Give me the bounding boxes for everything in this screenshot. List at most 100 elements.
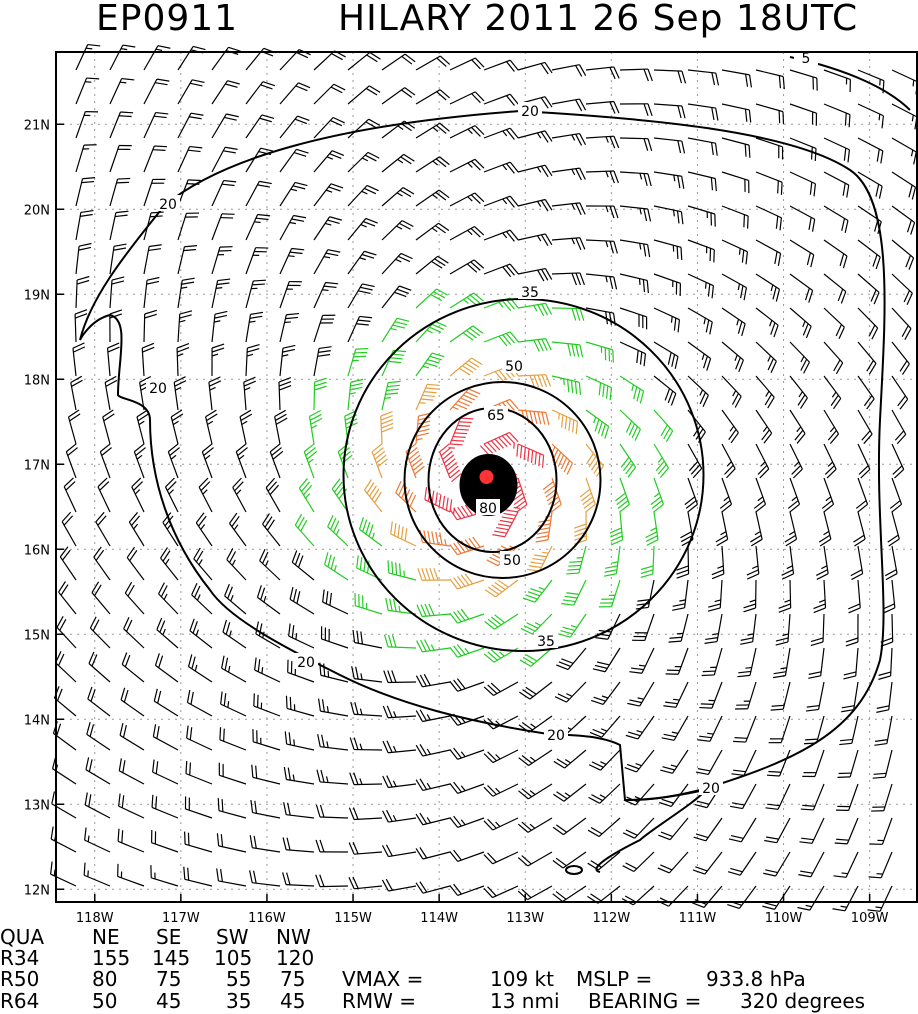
barb-feather — [458, 367, 471, 376]
wind-barb — [653, 69, 687, 84]
barb-staff — [483, 195, 511, 207]
barb-staff — [822, 613, 825, 643]
barb-feather — [353, 772, 359, 785]
barb-half-feather — [571, 168, 576, 176]
barb-feather — [631, 667, 644, 671]
barb-feather — [470, 160, 481, 171]
wind-barb — [415, 709, 451, 723]
barb-half-feather — [638, 278, 641, 285]
barb-half-feather — [396, 225, 403, 230]
barb-feather — [205, 409, 217, 418]
barb-feather — [232, 477, 242, 488]
barb-feather — [566, 462, 573, 475]
barb-feather — [628, 423, 636, 436]
barb-feather — [834, 842, 848, 845]
barb-feather — [806, 704, 820, 708]
wind-barb — [65, 443, 78, 479]
barb-half-feather — [288, 255, 295, 258]
barb-feather — [578, 64, 587, 77]
barb-feather — [381, 422, 394, 429]
barb-staff — [644, 613, 655, 641]
barb-staff — [449, 357, 472, 377]
wind-barb — [653, 103, 686, 119]
barb-feather — [386, 809, 393, 822]
barb-feather — [702, 394, 709, 407]
barb-staff — [457, 885, 485, 897]
barb-half-feather — [745, 666, 752, 669]
barb-feather — [129, 550, 138, 562]
barb-staff — [121, 663, 145, 683]
barb-feather — [187, 867, 190, 881]
barb-feather — [738, 359, 744, 373]
barb-feather — [901, 325, 909, 338]
barb-feather — [225, 83, 238, 88]
wind-barb — [383, 670, 417, 684]
barb-feather — [331, 478, 341, 490]
barb-staff — [599, 783, 621, 804]
barb-feather — [126, 546, 135, 558]
barb-feather — [560, 629, 573, 635]
wind-barb — [119, 722, 145, 751]
barb-feather — [567, 343, 572, 357]
barb-staff — [517, 443, 544, 456]
wind-barb — [184, 831, 213, 853]
barb-feather — [226, 113, 239, 118]
barb-staff — [286, 707, 315, 717]
barb-feather — [707, 283, 711, 297]
wind-barb — [522, 579, 553, 603]
barb-feather — [536, 535, 549, 539]
barb-half-feather — [533, 305, 538, 312]
wind-barb — [308, 409, 323, 445]
barb-feather — [711, 72, 716, 86]
barb-feather — [85, 757, 90, 770]
barb-staff — [551, 64, 580, 71]
barb-feather — [293, 151, 307, 157]
barb-feather — [764, 902, 777, 907]
wind-barb — [585, 375, 613, 401]
wind-barb — [798, 851, 825, 878]
barb-feather — [317, 698, 322, 712]
barb-feather — [516, 443, 519, 457]
barb-staff — [721, 375, 742, 397]
contour-label-bg — [502, 357, 526, 373]
wind-barb — [833, 851, 859, 878]
barb-feather — [319, 804, 325, 818]
barb-feather — [350, 382, 363, 387]
wind-barb — [517, 233, 553, 246]
barb-feather — [513, 496, 525, 506]
barb-feather — [775, 215, 779, 229]
barb-feather — [518, 757, 530, 766]
barb-feather — [843, 675, 856, 680]
wind-barb — [177, 310, 193, 343]
barb-feather — [590, 827, 603, 835]
barb-feather — [260, 147, 274, 152]
barb-feather — [407, 447, 418, 457]
barb-staff — [857, 239, 881, 258]
wind-barb — [763, 851, 791, 877]
barb-staff — [449, 388, 469, 411]
barb-feather — [234, 481, 244, 492]
barb-feather — [421, 568, 427, 581]
barb-feather — [863, 395, 873, 407]
barb-feather — [561, 658, 574, 664]
wind-barb — [303, 443, 318, 479]
wind-barb — [354, 593, 383, 615]
wind-barb — [67, 409, 81, 445]
barb-feather — [229, 551, 237, 563]
barb-staff — [551, 202, 580, 207]
wind-barb — [75, 77, 100, 105]
wind-barb — [857, 69, 885, 94]
barb-feather — [461, 365, 474, 373]
barb-feather — [65, 481, 76, 491]
barb-feather — [330, 517, 337, 530]
barb-feather — [401, 55, 413, 65]
barb-staff — [853, 681, 859, 710]
barb-feather — [688, 461, 699, 472]
barb-staff — [388, 817, 417, 823]
barb-staff — [721, 511, 729, 540]
barb-half-feather — [261, 667, 264, 674]
wind-barb — [850, 545, 864, 581]
barb-feather — [133, 443, 145, 453]
barb-feather — [352, 807, 359, 820]
barb-feather — [537, 339, 544, 352]
